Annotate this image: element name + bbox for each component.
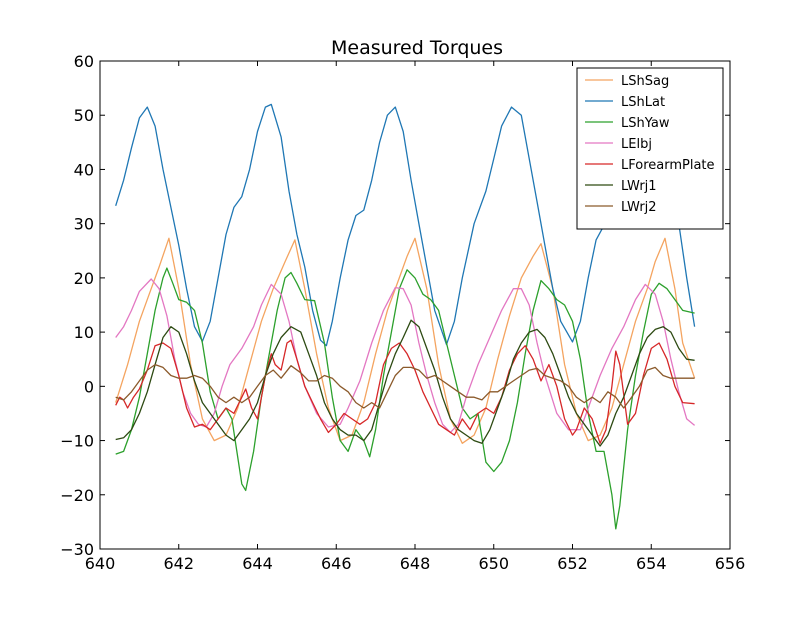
x-tick-label: 654 — [636, 554, 667, 573]
x-tick-label: 648 — [400, 554, 431, 573]
y-tick-label: 50 — [74, 106, 94, 125]
legend-label-lforearmplate: LForearmPlate — [621, 158, 715, 173]
legend: LShSag LShLat LShYaw LElbj LForearmPlate LWrj… — [576, 67, 724, 230]
x-tick-label: 646 — [321, 554, 352, 573]
series-line-lshsag — [115, 237, 696, 444]
y-tick-label: 30 — [74, 215, 94, 234]
x-tick-label: 656 — [715, 554, 746, 573]
legend-label-lshyaw: LShYaw — [621, 116, 670, 131]
x-tick-label: 650 — [478, 554, 509, 573]
y-tick-label: 60 — [74, 52, 94, 71]
legend-label-lelbj: LElbj — [621, 137, 652, 152]
y-tick-label: 20 — [74, 269, 94, 288]
y-tick-label: −30 — [60, 540, 94, 559]
x-tick-label: 652 — [557, 554, 588, 573]
x-tick-label: 644 — [242, 554, 273, 573]
y-tick-label: 40 — [74, 160, 94, 179]
y-tick-label: −10 — [60, 432, 94, 451]
legend-label-lwrj1: LWrj1 — [621, 179, 657, 194]
x-tick-label: 642 — [163, 554, 194, 573]
legend-label-lshsag: LShSag — [621, 74, 669, 89]
legend-label-lwrj2: LWrj2 — [621, 200, 657, 215]
series-line-lwrj1 — [115, 319, 695, 447]
series-line-lforearmplate — [115, 339, 695, 444]
y-tick-label: −20 — [60, 486, 94, 505]
x-tick-label: 640 — [85, 554, 116, 573]
series-line-lshlat — [115, 103, 696, 347]
chart-title: Measured Torques — [331, 37, 503, 59]
y-tick-label: 0 — [84, 377, 94, 396]
y-tick-label: 10 — [74, 323, 94, 342]
series-line-lwrj2 — [115, 363, 695, 409]
legend-label-lshlat: LShLat — [621, 95, 665, 110]
series-group — [115, 103, 696, 530]
axes: 640 642 644 646 648 650 652 654 656 −30 −20 −10 0 10 2… — [60, 52, 745, 573]
legend-box — [576, 67, 724, 230]
plot-area — [115, 103, 696, 530]
